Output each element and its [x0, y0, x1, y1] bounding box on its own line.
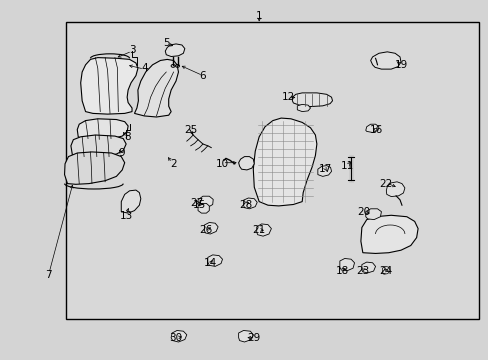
Polygon shape — [207, 255, 222, 266]
Text: 11: 11 — [340, 161, 353, 171]
Polygon shape — [317, 166, 331, 176]
Text: 5: 5 — [163, 38, 169, 48]
Text: 1: 1 — [255, 11, 262, 21]
Text: 29: 29 — [247, 333, 261, 343]
Polygon shape — [171, 330, 186, 342]
Polygon shape — [238, 157, 254, 170]
Text: 19: 19 — [393, 60, 407, 70]
Polygon shape — [339, 258, 354, 271]
Polygon shape — [292, 93, 332, 107]
Polygon shape — [370, 52, 400, 69]
Text: 21: 21 — [252, 225, 265, 235]
Text: 3: 3 — [128, 45, 135, 55]
Text: 8: 8 — [123, 132, 130, 142]
Polygon shape — [361, 262, 375, 273]
Bar — [66, 22, 478, 319]
Polygon shape — [77, 119, 128, 139]
Text: 13: 13 — [119, 211, 133, 221]
Text: 9: 9 — [118, 148, 124, 158]
Polygon shape — [256, 224, 271, 236]
Text: 14: 14 — [203, 258, 217, 268]
Polygon shape — [382, 266, 389, 274]
Text: 2: 2 — [170, 159, 177, 169]
Polygon shape — [365, 209, 381, 220]
Polygon shape — [198, 196, 213, 207]
Polygon shape — [253, 118, 316, 206]
Text: 22: 22 — [379, 179, 392, 189]
Polygon shape — [198, 203, 209, 213]
Polygon shape — [134, 59, 178, 117]
Text: 23: 23 — [355, 266, 369, 276]
Text: 25: 25 — [183, 125, 197, 135]
Polygon shape — [121, 190, 141, 213]
Polygon shape — [243, 198, 257, 209]
Polygon shape — [165, 44, 184, 57]
Text: 24: 24 — [379, 266, 392, 276]
Text: 18: 18 — [335, 266, 348, 276]
Text: 28: 28 — [238, 200, 252, 210]
Text: 10: 10 — [216, 159, 228, 169]
Text: 6: 6 — [199, 71, 206, 81]
Polygon shape — [386, 182, 404, 197]
Polygon shape — [64, 152, 124, 184]
Polygon shape — [365, 124, 378, 132]
Polygon shape — [238, 330, 253, 342]
Text: 30: 30 — [169, 333, 182, 343]
Polygon shape — [204, 222, 218, 234]
Text: 17: 17 — [318, 164, 331, 174]
Polygon shape — [297, 104, 310, 112]
Text: 16: 16 — [369, 125, 383, 135]
Polygon shape — [71, 135, 126, 157]
Text: 7: 7 — [45, 270, 52, 280]
Polygon shape — [360, 215, 417, 253]
Text: 20: 20 — [357, 207, 370, 217]
Text: 4: 4 — [141, 63, 147, 73]
Text: 12: 12 — [281, 92, 295, 102]
Text: 27: 27 — [189, 198, 203, 208]
Text: 26: 26 — [199, 225, 213, 235]
Text: 15: 15 — [192, 200, 206, 210]
Polygon shape — [81, 58, 138, 114]
